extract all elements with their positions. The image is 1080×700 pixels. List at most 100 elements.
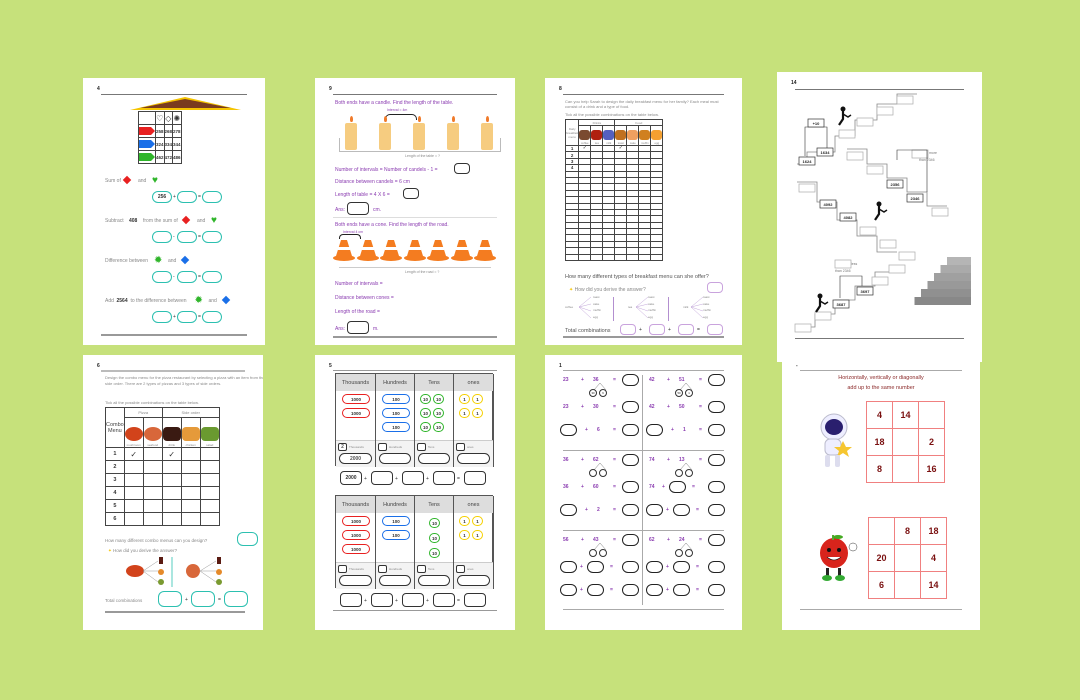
tick-cell[interactable] bbox=[180, 447, 201, 461]
answer-box[interactable] bbox=[152, 271, 172, 283]
count-box[interactable] bbox=[456, 565, 465, 573]
answer-oval[interactable] bbox=[622, 454, 639, 466]
tick-cell[interactable] bbox=[199, 499, 220, 513]
answer-box[interactable] bbox=[202, 231, 222, 243]
tick-cell[interactable] bbox=[180, 460, 201, 474]
magic-square-cell[interactable] bbox=[868, 517, 895, 545]
answer-box[interactable] bbox=[202, 311, 222, 323]
answer-box[interactable] bbox=[678, 324, 694, 335]
tick-cell[interactable] bbox=[199, 473, 220, 487]
tick-cell[interactable] bbox=[161, 499, 182, 513]
answer-oval[interactable] bbox=[622, 534, 639, 546]
tick-cell[interactable] bbox=[142, 499, 163, 513]
magic-square-cell[interactable]: 8 bbox=[894, 517, 921, 545]
sum-box[interactable] bbox=[340, 593, 362, 607]
tick-cell[interactable] bbox=[626, 253, 640, 262]
answer-box[interactable] bbox=[347, 202, 369, 215]
split-circle[interactable]: 30 bbox=[589, 389, 597, 397]
answer-oval[interactable] bbox=[622, 584, 639, 596]
answer-box[interactable] bbox=[707, 324, 723, 335]
answer-box[interactable] bbox=[177, 191, 197, 203]
total-box[interactable] bbox=[457, 453, 490, 464]
split-circle[interactable] bbox=[675, 549, 683, 557]
magic-square-cell[interactable] bbox=[894, 544, 921, 572]
tick-cell[interactable] bbox=[123, 473, 144, 487]
answer-oval[interactable] bbox=[708, 504, 725, 516]
count-box[interactable] bbox=[378, 443, 387, 451]
sum-box[interactable] bbox=[402, 471, 424, 485]
magic-square-cell[interactable] bbox=[918, 401, 945, 429]
count-box[interactable] bbox=[456, 443, 465, 451]
answer-box[interactable] bbox=[403, 188, 419, 199]
tick-cell[interactable] bbox=[180, 512, 201, 526]
split-circle[interactable] bbox=[589, 469, 597, 477]
tick-cell[interactable] bbox=[142, 460, 163, 474]
tick-cell[interactable] bbox=[123, 499, 144, 513]
sum-box[interactable] bbox=[464, 593, 486, 607]
answer-oval[interactable] bbox=[646, 561, 663, 573]
answer-oval[interactable] bbox=[622, 481, 639, 493]
answer-box[interactable] bbox=[202, 271, 222, 283]
magic-square-cell[interactable]: 14 bbox=[920, 571, 947, 599]
answer-oval[interactable] bbox=[646, 424, 663, 436]
split-circle[interactable] bbox=[685, 469, 693, 477]
total-box[interactable] bbox=[418, 453, 450, 464]
answer-box[interactable]: 256 bbox=[152, 191, 172, 203]
answer-box[interactable] bbox=[158, 591, 182, 607]
magic-square-cell[interactable]: 8 bbox=[866, 455, 893, 483]
magic-square-cell[interactable]: 6 bbox=[868, 571, 895, 599]
tick-cell[interactable] bbox=[142, 473, 163, 487]
answer-box[interactable] bbox=[177, 271, 197, 283]
tick-cell[interactable] bbox=[578, 253, 592, 262]
answer-oval[interactable] bbox=[587, 584, 604, 596]
answer-oval[interactable] bbox=[708, 401, 725, 413]
tick-cell[interactable] bbox=[590, 253, 604, 262]
answer-oval[interactable] bbox=[560, 561, 577, 573]
count-box[interactable] bbox=[417, 565, 426, 573]
tick-cell[interactable] bbox=[199, 512, 220, 526]
split-circle[interactable]: 6 bbox=[599, 389, 607, 397]
tick-cell[interactable] bbox=[123, 486, 144, 500]
magic-square-cell[interactable] bbox=[892, 455, 919, 483]
answer-oval[interactable] bbox=[708, 424, 725, 436]
tick-cell[interactable] bbox=[180, 499, 201, 513]
answer-oval[interactable] bbox=[669, 481, 686, 493]
answer-box[interactable] bbox=[191, 591, 215, 607]
split-circle[interactable] bbox=[589, 549, 597, 557]
tick-cell[interactable] bbox=[180, 486, 201, 500]
answer-oval[interactable] bbox=[622, 374, 639, 386]
answer-oval[interactable] bbox=[622, 504, 639, 516]
answer-box[interactable] bbox=[177, 311, 197, 323]
split-circle[interactable] bbox=[599, 469, 607, 477]
tick-cell[interactable] bbox=[123, 512, 144, 526]
tick-cell[interactable]: ✓ bbox=[123, 447, 144, 461]
answer-oval[interactable] bbox=[646, 504, 663, 516]
answer-oval[interactable] bbox=[560, 504, 577, 516]
answer-oval[interactable] bbox=[646, 584, 663, 596]
magic-square-cell[interactable]: 18 bbox=[866, 428, 893, 456]
count-box[interactable]: 2 bbox=[338, 443, 347, 451]
answer-oval[interactable] bbox=[708, 481, 725, 493]
split-circle[interactable] bbox=[685, 549, 693, 557]
answer-oval[interactable] bbox=[587, 561, 604, 573]
count-box[interactable] bbox=[338, 565, 347, 573]
tick-cell[interactable] bbox=[161, 460, 182, 474]
tick-cell[interactable] bbox=[161, 512, 182, 526]
answer-oval[interactable] bbox=[708, 584, 725, 596]
answer-box[interactable] bbox=[454, 163, 470, 174]
sum-box[interactable] bbox=[433, 471, 455, 485]
sum-box[interactable] bbox=[464, 471, 486, 485]
tick-cell[interactable] bbox=[199, 447, 220, 461]
tick-cell[interactable] bbox=[199, 460, 220, 474]
answer-oval[interactable] bbox=[560, 584, 577, 596]
answer-box[interactable] bbox=[620, 324, 636, 335]
answer-box[interactable] bbox=[347, 321, 369, 334]
total-box[interactable] bbox=[379, 453, 411, 464]
total-box[interactable] bbox=[379, 575, 411, 586]
sum-box[interactable] bbox=[433, 593, 455, 607]
answer-box[interactable] bbox=[649, 324, 665, 335]
answer-box[interactable] bbox=[224, 591, 248, 607]
sum-box[interactable] bbox=[402, 593, 424, 607]
tick-cell[interactable] bbox=[638, 253, 652, 262]
tick-cell[interactable] bbox=[161, 473, 182, 487]
